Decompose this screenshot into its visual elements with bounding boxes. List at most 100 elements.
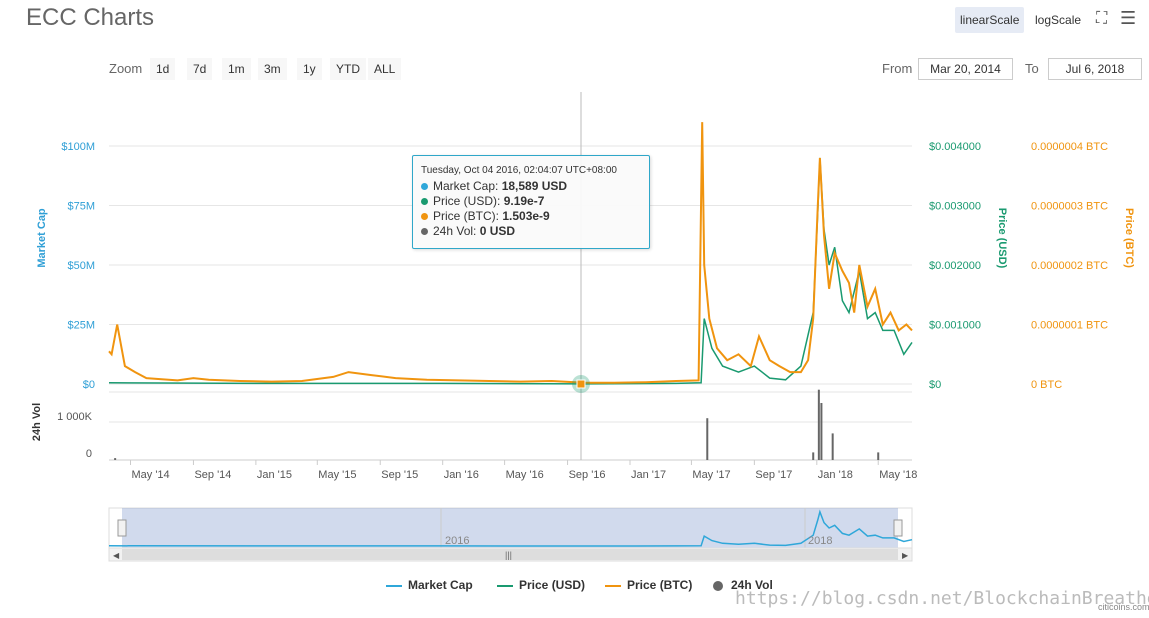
tooltip-row-price-btc: Price (BTC): 1.503e-9	[421, 209, 649, 224]
tooltip-value: 9.19e-7	[503, 194, 545, 208]
volume-bar	[820, 403, 823, 460]
tooltip-header: Tuesday, Oct 04 2016, 02:04:07 UTC+08:00	[421, 165, 617, 176]
y-axis-title-price-btc: Price (BTC)	[1123, 208, 1135, 268]
legend-item-price-btc[interactable]: Price (BTC)	[605, 578, 692, 592]
y-tick-label-price-btc: 0.0000002 BTC	[1031, 260, 1108, 272]
x-tick-label: Jan '18	[818, 469, 853, 481]
y-tick-label-price-usd: $0	[929, 379, 941, 391]
y-tick-label-price-usd: $0.004000	[929, 141, 981, 153]
scroll-left-arrow-icon[interactable]: ◀	[113, 551, 120, 560]
from-date-input[interactable]: Mar 20, 2014	[918, 58, 1013, 80]
linear-scale-button[interactable]: linearScale	[955, 7, 1025, 33]
y-axis-title-price-usd: Price (USD)	[996, 208, 1008, 269]
scrollbar-grip-icon[interactable]: |||	[505, 550, 512, 560]
legend-item-market-cap[interactable]: Market Cap	[386, 578, 473, 592]
volume-bar	[817, 389, 820, 460]
navigator-background	[108, 507, 913, 549]
series-line-price-btc	[108, 122, 913, 384]
legend-swatch-icon	[605, 584, 621, 587]
volume-bar	[706, 418, 709, 460]
from-label: From	[882, 61, 913, 76]
tooltip: Tuesday, Oct 04 2016, 02:04:07 UTC+08:00…	[412, 155, 650, 249]
zoom-label: Zoom	[109, 61, 143, 76]
zoom-button-all[interactable]: ALL	[368, 58, 402, 80]
watermark: https://blog.csdn.net/BlockchainBreather	[735, 588, 1149, 609]
navigator-selection[interactable]	[122, 508, 898, 548]
credit-link[interactable]: citicoins.com	[1098, 602, 1149, 612]
tooltip-row-market-cap: Market Cap: 18,589 USD	[421, 179, 649, 194]
navigator-handle-left[interactable]	[117, 519, 127, 537]
y-axis-title-volume: 24h Vol	[31, 403, 43, 441]
x-tick-label: Sep '14	[194, 469, 231, 481]
tooltip-label: Market Cap:	[433, 179, 499, 193]
x-tick-label: Sep '17	[755, 469, 792, 481]
log-scale-button[interactable]: logScale	[1035, 13, 1082, 27]
y-tick-label-price-btc: 0.0000004 BTC	[1031, 141, 1108, 153]
y-tick-label-price-btc: 0 BTC	[1031, 379, 1062, 391]
tooltip-value: 1.503e-9	[502, 209, 550, 223]
scroll-right-arrow-icon[interactable]: ▶	[902, 551, 909, 560]
zoom-button-ytd[interactable]: YTD	[330, 58, 366, 80]
scrollbar-thumb[interactable]	[122, 549, 898, 560]
volume-bar	[114, 458, 117, 460]
zoom-button-7d[interactable]: 7d	[187, 58, 213, 80]
legend-dot-icon	[713, 580, 723, 591]
tooltip-row-volume: 24h Vol: 0 USD	[421, 224, 649, 239]
zoom-button-3m[interactable]: 3m	[258, 58, 287, 80]
tooltip-value: 18,589 USD	[501, 179, 568, 193]
y-tick-label-market-cap: $75M	[67, 201, 95, 213]
y-tick-label-market-cap: $0	[83, 379, 95, 391]
navigator-handle-right[interactable]	[893, 519, 903, 537]
legend-dot-icon	[421, 213, 428, 220]
legend-swatch-icon	[497, 584, 513, 587]
tooltip-label: 24h Vol:	[433, 224, 477, 238]
to-label: To	[1025, 61, 1039, 76]
x-tick-label: Jan '15	[257, 469, 292, 481]
hover-marker	[576, 379, 586, 389]
legend-label: Price (USD)	[519, 578, 586, 592]
x-tick-label: May '16	[506, 469, 544, 481]
volume-bar	[877, 452, 880, 460]
x-tick-label: Jan '16	[444, 469, 479, 481]
tooltip-row-price-usd: Price (USD): 9.19e-7	[421, 194, 649, 209]
x-tick-label: May '15	[318, 469, 356, 481]
y-axis-title-market-cap: Market Cap	[36, 208, 48, 268]
y-tick-label-price-usd: $0.003000	[929, 201, 981, 213]
legend-label: Price (BTC)	[627, 578, 693, 592]
fullscreen-icon[interactable]: ⛶	[1096, 10, 1108, 27]
tooltip-label: Price (BTC):	[433, 209, 499, 223]
x-tick-label: Jan '17	[631, 469, 666, 481]
zoom-button-1m[interactable]: 1m	[222, 58, 251, 80]
y-tick-label-market-cap: $25M	[67, 320, 95, 332]
y-tick-label-price-btc: 0.0000001 BTC	[1031, 320, 1108, 332]
zoom-button-1d[interactable]: 1d	[150, 58, 176, 80]
x-tick-label: Sep '15	[381, 469, 418, 481]
y-tick-label-price-btc: 0.0000003 BTC	[1031, 201, 1108, 213]
y-tick-label-price-usd: $0.002000	[929, 260, 981, 272]
tooltip-label: Price (USD):	[433, 194, 501, 208]
volume-bar	[831, 433, 834, 460]
x-tick-label: Sep '16	[569, 469, 606, 481]
legend-label: Market Cap	[408, 578, 473, 592]
navigator-line	[108, 509, 913, 547]
x-tick-label: May '18	[879, 469, 917, 481]
y-tick-label-volume: 0	[86, 448, 92, 460]
y-tick-label-price-usd: $0.001000	[929, 320, 981, 332]
tooltip-value: 0 USD	[479, 224, 516, 238]
y-tick-label-market-cap: $50M	[67, 260, 95, 272]
navigator-label-2018: 2018	[808, 535, 832, 547]
menu-icon[interactable]: ☰	[1120, 8, 1137, 28]
y-tick-label-volume: 1 000K	[57, 411, 93, 423]
navigator-label-2016: 2016	[445, 535, 469, 547]
volume-bar	[812, 452, 815, 460]
legend-item-price-usd[interactable]: Price (USD)	[497, 578, 585, 592]
legend-dot-icon	[421, 183, 428, 190]
legend-dot-icon	[421, 228, 428, 235]
legend-label: 24h Vol	[731, 578, 773, 592]
y-tick-label-market-cap: $100M	[61, 141, 95, 153]
to-date-input[interactable]: Jul 6, 2018	[1048, 58, 1142, 80]
zoom-button-1y[interactable]: 1y	[297, 58, 322, 80]
legend-swatch-icon	[386, 584, 402, 587]
x-tick-label: May '17	[692, 469, 730, 481]
legend-item-volume[interactable]: 24h Vol	[713, 578, 773, 592]
